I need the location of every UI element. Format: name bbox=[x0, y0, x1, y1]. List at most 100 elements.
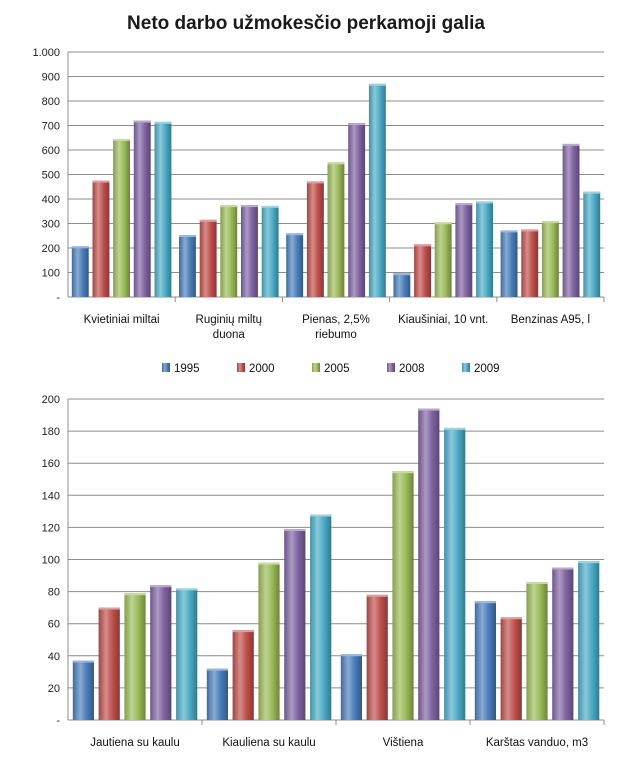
bar-cap bbox=[284, 529, 306, 531]
bar-cap bbox=[552, 567, 574, 570]
y-tick-label: 80 bbox=[48, 587, 60, 599]
legend-swatch-1995 bbox=[162, 363, 170, 372]
x-category-label: riebumo bbox=[315, 329, 357, 341]
legend-swatch-2008 bbox=[387, 363, 395, 372]
bar-cap bbox=[176, 588, 198, 591]
bar-cap bbox=[92, 180, 110, 183]
bar-2005 bbox=[113, 139, 130, 297]
x-category-label: Benzinas A95, l bbox=[511, 314, 590, 326]
y-tick-label: - bbox=[56, 292, 60, 304]
bar-1995 bbox=[286, 233, 304, 297]
bar-2000 bbox=[500, 617, 522, 720]
bar-2009 bbox=[578, 561, 600, 720]
bar-cap bbox=[368, 83, 386, 86]
bar-cap bbox=[393, 273, 411, 276]
bar-2009 bbox=[154, 121, 172, 297]
bar-cap bbox=[306, 181, 324, 184]
bar-2008 bbox=[562, 143, 580, 297]
bar-cap bbox=[474, 601, 496, 604]
bar-cap bbox=[327, 162, 345, 165]
bar-cap bbox=[261, 205, 279, 208]
bar-1995 bbox=[72, 660, 94, 720]
bar-2008 bbox=[552, 567, 574, 720]
bar-cap bbox=[72, 660, 94, 663]
legend-label: 2009 bbox=[474, 363, 500, 375]
chart-top: - 100 200 300 400 500 600 700 800 900 1.000 Kvietin… bbox=[32, 47, 605, 341]
bar-2008 bbox=[348, 123, 366, 297]
x-category-label: Vištiena bbox=[383, 737, 424, 749]
y-tick-label: 700 bbox=[42, 121, 60, 133]
bar-1995 bbox=[393, 273, 411, 297]
bar-2005 bbox=[327, 162, 345, 298]
x-category-label: Kiaušiniai, 10 vnt. bbox=[398, 314, 488, 326]
y-tick-label: 500 bbox=[42, 170, 60, 182]
legend-swatch-2005 bbox=[312, 363, 320, 372]
bar-1995 bbox=[474, 601, 496, 720]
bar-2005 bbox=[220, 205, 238, 297]
y-tick-label: 200 bbox=[42, 394, 60, 406]
bar-cap bbox=[286, 233, 304, 236]
legend-swatch-2000 bbox=[237, 363, 245, 372]
legend-label: 2000 bbox=[249, 363, 275, 375]
bar-cap bbox=[455, 203, 473, 206]
bar-2000 bbox=[98, 607, 120, 720]
bar-2005 bbox=[124, 593, 146, 720]
bar-cap bbox=[366, 594, 388, 597]
bar-cap bbox=[133, 120, 151, 123]
bar-cap bbox=[206, 668, 228, 671]
bar-2000 bbox=[366, 594, 388, 720]
x-category-label: Pienas, 2,5% bbox=[302, 314, 370, 326]
bar-cap bbox=[392, 471, 414, 474]
bar-cap bbox=[348, 123, 366, 126]
chart-bottom: - 20 40 60 80 100 120 140 160 180 200 Jautiena su k… bbox=[42, 394, 605, 749]
bar-2000 bbox=[414, 244, 431, 297]
bar-cap bbox=[258, 562, 280, 565]
legend-label: 2005 bbox=[324, 363, 350, 375]
x-category-label: Kiauliena su kaulu bbox=[222, 737, 315, 749]
bar-cap bbox=[220, 205, 238, 208]
bar-2008 bbox=[150, 585, 172, 720]
bar-cap bbox=[476, 201, 493, 204]
bar-2009 bbox=[176, 588, 198, 720]
bar-cap bbox=[444, 427, 466, 430]
bar-cap bbox=[98, 607, 120, 610]
legend-label: 1995 bbox=[174, 363, 200, 375]
bar-2009 bbox=[476, 201, 493, 297]
x-category-label: duona bbox=[213, 329, 246, 341]
y-tick-label: 200 bbox=[42, 243, 60, 255]
y-tick-label: 100 bbox=[42, 268, 60, 280]
bar-cap bbox=[179, 235, 196, 237]
y-tick-label: 160 bbox=[42, 458, 60, 470]
bar-1995 bbox=[179, 235, 196, 297]
bar-cap bbox=[310, 514, 332, 517]
bar-2005 bbox=[258, 562, 280, 720]
y-tick-label: 800 bbox=[42, 96, 60, 108]
bar-2009 bbox=[261, 205, 279, 297]
bar-2005 bbox=[392, 471, 414, 720]
bar-cap bbox=[113, 139, 130, 141]
chart-title: Neto darbo užmokesčio perkamoji galia bbox=[127, 13, 485, 34]
bar-2005 bbox=[434, 222, 452, 297]
bar-cap bbox=[434, 222, 452, 225]
bar-2009 bbox=[583, 191, 601, 297]
bar-cap bbox=[500, 230, 518, 233]
bar-2000 bbox=[232, 630, 254, 720]
y-tick-label: 40 bbox=[48, 651, 60, 663]
x-category-label: Karštas vanduo, m3 bbox=[486, 737, 588, 749]
bar-cap bbox=[418, 408, 440, 411]
bar-2005 bbox=[541, 221, 559, 297]
bar-cap bbox=[232, 630, 254, 633]
bar-2008 bbox=[133, 120, 151, 297]
x-category-label: Ruginių miltų bbox=[196, 314, 262, 326]
bar-cap bbox=[541, 221, 559, 224]
bar-cap bbox=[199, 219, 217, 222]
y-tick-label: 20 bbox=[48, 683, 60, 695]
legend-swatch-2009 bbox=[462, 363, 470, 372]
bar-cap bbox=[526, 582, 548, 584]
bar-2000 bbox=[199, 219, 217, 297]
bar-2008 bbox=[418, 408, 440, 720]
y-tick-label: 1.000 bbox=[32, 47, 60, 59]
bar-cap bbox=[583, 191, 601, 194]
